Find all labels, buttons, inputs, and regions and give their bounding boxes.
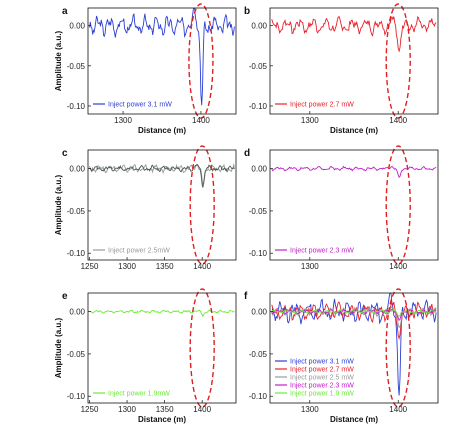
x-tick-label: 1300 [114,116,132,125]
y-tick-label: -0.10 [67,102,86,111]
axes-frame [269,292,439,404]
y-tick-label: -0.10 [67,392,86,401]
legend-label: Inject power 2.5mW [108,248,170,255]
panel-a: 0.00 -0.05 -0.10 1300 1400 Distance (m) Amplit… [54,3,237,135]
x-axis-label: Distance (m) [138,415,186,424]
y-tick-label: 0.00 [69,165,85,174]
y-tick-label: -0.10 [67,249,86,258]
x-tick-label: 1400 [193,262,211,271]
y-tick-label: 0.00 [251,22,267,31]
highlight-ellipse [385,288,411,408]
legend-label: Inject power 2.5 mW [290,375,354,382]
y-axis-label: Amplitude (a.u.) [54,174,63,235]
x-tick-label: 1250 [81,262,99,271]
panel-label: b [244,6,250,17]
panel-d: 0.00 -0.05 -0.10 1300 1400 d Inject power 2.3 … [244,145,439,271]
y-tick-label: 0.00 [251,165,267,174]
x-tick-label: 1300 [118,405,136,414]
x-axis-label: Distance (m) [330,415,378,424]
x-tick-label: 1350 [156,405,174,414]
legend-label: Inject power 3.1 mW [108,102,172,109]
y-tick-label: -0.05 [249,207,268,216]
x-axis-label: Distance (m) [330,126,378,135]
x-tick-label: 1400 [389,262,407,271]
y-tick-label: -0.10 [249,249,268,258]
x-tick-label: 1400 [389,116,407,125]
legend-label: Inject power 2.7 mW [290,367,354,374]
series-line-d-0 [271,165,437,178]
legend-label: Inject power 1.9 mW [290,391,354,398]
axes-frame [87,292,237,404]
x-tick-label: 1250 [81,405,99,414]
highlight-ellipse [189,288,215,408]
y-tick-label: 0.00 [251,308,267,317]
y-tick-label: -0.05 [67,207,86,216]
highlight-ellipse [188,3,214,119]
x-axis-label: Distance (m) [138,126,186,135]
x-tick-label: 1300 [118,262,136,271]
x-tick-label: 1300 [301,116,319,125]
y-tick-label: 0.00 [69,22,85,31]
panel-e: 0.00 -0.05 -0.10 1250 1300 1350 1400 Distance (… [54,288,237,424]
x-tick-label: 1400 [192,116,210,125]
panel-f: 0.00 -0.05 -0.10 1300 1400 Distance (m) f Injec… [244,288,439,424]
y-tick-label: -0.05 [249,350,268,359]
panel-label: f [244,291,248,302]
series-line-f-4 [271,309,437,317]
x-tick-label: 1300 [301,405,319,414]
highlight-ellipse [385,3,411,119]
highlight-ellipse [385,145,411,265]
y-tick-label: -0.05 [249,62,268,71]
panel-label: c [62,148,68,159]
series-line-f-1 [271,301,437,341]
y-tick-label: 0.00 [69,308,85,317]
x-tick-label: 1350 [156,262,174,271]
panel-label: d [244,148,250,159]
x-tick-label: 1400 [389,405,407,414]
series-line-e-0 [89,309,235,318]
y-tick-label: -0.05 [67,350,86,359]
axes-frame [87,7,237,115]
legend-label: Inject power 2.7 mW [290,102,354,109]
legend-label: Inject power 2.3 mW [290,383,354,390]
y-axis-label: Amplitude (a.u.) [54,317,63,378]
series-line-a-0 [89,8,235,106]
highlight-ellipse [189,145,215,265]
axes-frame [269,7,439,115]
axes-frame [269,149,439,261]
series-line-b-0 [271,15,437,53]
y-tick-label: -0.10 [249,392,268,401]
series-line-c-0 [89,162,235,186]
series-line-c-1 [89,163,235,188]
legend-label: Inject power 1.9mW [108,391,170,398]
y-tick-label: -0.10 [249,102,268,111]
panel-c: 0.00 -0.05 -0.10 1250 1300 1350 1400 Amplitude … [54,145,237,271]
panel-label: e [62,291,68,302]
x-tick-label: 1400 [193,405,211,414]
y-tick-label: -0.05 [67,62,86,71]
y-axis-label: Amplitude (a.u.) [54,30,63,91]
x-tick-label: 1300 [301,262,319,271]
panel-label: a [62,6,68,17]
axes-frame [87,149,237,261]
panel-b: 0.00 -0.05 -0.10 1300 1400 Distance (m) b Injec… [244,3,439,135]
legend-label: Inject power 2.3 mW [290,248,354,255]
legend-label: Inject power 3.1 mW [290,359,354,366]
